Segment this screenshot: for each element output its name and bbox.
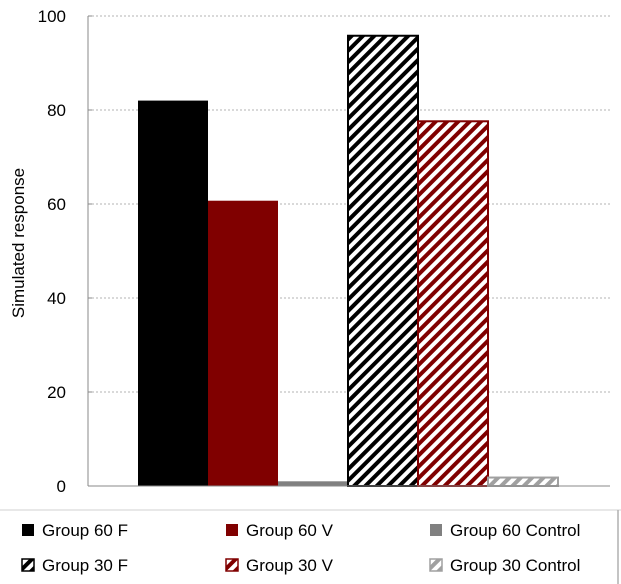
y-tick-label: 80 — [47, 101, 66, 120]
y-axis: 0 20 40 60 80 100 — [38, 7, 92, 496]
legend: Group 60 F Group 60 V Group 60 Control Grou… — [21, 521, 580, 575]
legend-marker — [226, 524, 238, 536]
bar-group-30-control — [487, 476, 559, 488]
bars — [138, 34, 559, 488]
y-tick-label: 20 — [47, 383, 66, 402]
legend-marker — [429, 558, 443, 572]
bar-group-60-f — [138, 100, 208, 486]
legend-marker — [21, 558, 35, 572]
legend-marker — [22, 524, 34, 536]
y-tick-label: 60 — [47, 195, 66, 214]
legend-label: Group 30 F — [42, 556, 128, 575]
legend-marker — [430, 524, 442, 536]
y-tick-label: 40 — [47, 289, 66, 308]
legend-label: Group 60 F — [42, 521, 128, 540]
legend-label: Group 30 V — [246, 556, 334, 575]
legend-label: Group 60 V — [246, 521, 334, 540]
legend-label: Group 30 Control — [450, 556, 580, 575]
y-tick-label: 100 — [38, 7, 66, 26]
bar-group-60-v — [208, 200, 278, 486]
legend-label: Group 60 Control — [450, 521, 580, 540]
bar-group-30-v — [417, 120, 489, 487]
y-axis-title: Simulated response — [9, 168, 28, 318]
bar-group-30-f — [347, 34, 419, 488]
legend-marker — [225, 558, 239, 572]
bar-group-60-control — [278, 481, 348, 486]
y-tick-label: 0 — [57, 477, 66, 496]
